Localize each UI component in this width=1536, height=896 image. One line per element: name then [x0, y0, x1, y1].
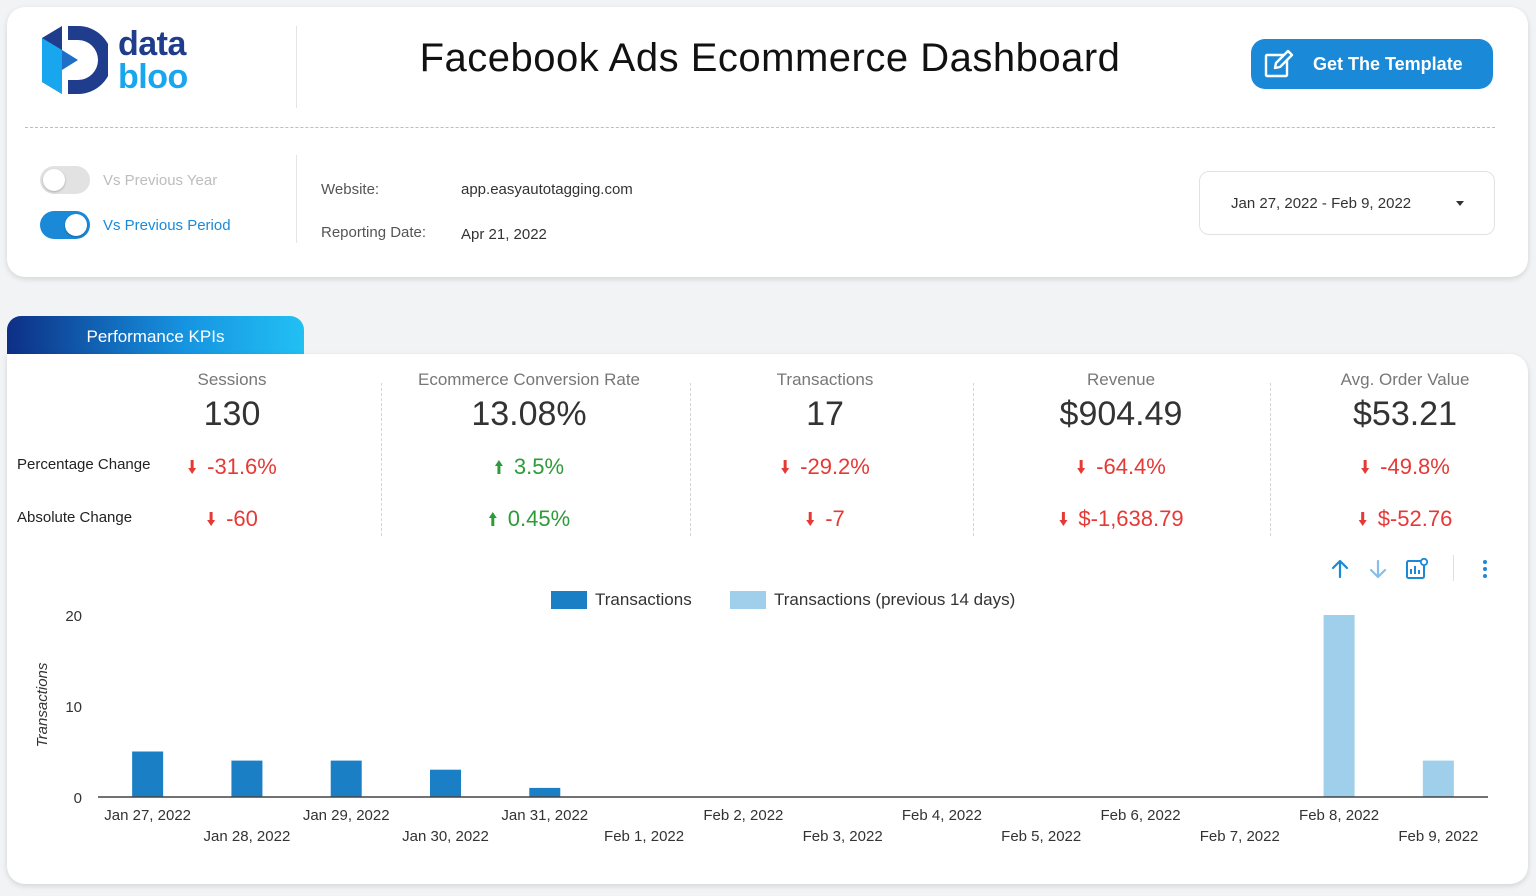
more-vert-icon[interactable]	[1473, 557, 1497, 581]
kpi-title: Avg. Order Value	[1340, 370, 1470, 389]
kpi-change-value: 3.5%	[513, 454, 565, 479]
vs-previous-year-label: Vs Previous Year	[103, 171, 218, 189]
logo-word-data: data	[118, 25, 186, 63]
legend-label: Transactions (previous 14 days)	[774, 590, 1016, 609]
kpi-value: $904.49	[1059, 395, 1183, 433]
legend-item-transactions-previous[interactable]: Transactions (previous 14 days)	[730, 590, 1015, 610]
kpi-change-value: -60	[226, 506, 258, 531]
kpi-percentage-change: -49.8%	[1360, 454, 1450, 480]
kpi-title: Ecommerce Conversion Rate	[417, 370, 641, 389]
kpi-title: Sessions	[197, 370, 267, 389]
website-label: Website:	[321, 181, 380, 198]
arrow-down-icon	[207, 512, 216, 526]
kpi-title: Revenue	[1086, 370, 1156, 389]
date-range-picker[interactable]: Jan 27, 2022 - Feb 9, 2022	[1199, 171, 1495, 235]
arrow-up-icon	[488, 512, 497, 526]
kpi-value: $53.21	[1353, 395, 1457, 433]
arrow-up-icon	[494, 460, 503, 474]
arrow-down-icon	[188, 460, 197, 474]
databloo-logo-icon	[42, 26, 108, 94]
toolbar-divider	[1453, 555, 1454, 581]
kpi-percentage-change: 3.5%	[494, 454, 564, 480]
kpi-absolute-change: 0.45%	[488, 506, 570, 532]
toggle-vs-previous-year[interactable]: Vs Previous Year	[40, 166, 217, 194]
kpi-divider	[1270, 383, 1271, 536]
arrow-down-icon	[1358, 512, 1367, 526]
kpi-value: 13.08%	[471, 395, 587, 433]
reporting-date-label: Reporting Date:	[321, 224, 427, 241]
kpi-change-value: -49.8%	[1380, 454, 1450, 479]
arrow-down-icon	[1077, 460, 1086, 474]
logo-wordmark: data bloo	[118, 25, 188, 96]
kpi-value: 130	[203, 395, 261, 433]
absolute-change-label: Absolute Change	[17, 509, 133, 526]
arrow-down-icon	[806, 512, 815, 526]
website-value: app.easyautotagging.com	[461, 181, 633, 198]
kpi-title: Transactions	[776, 370, 874, 389]
controls-divider	[296, 155, 297, 243]
chart-settings-icon[interactable]	[1405, 557, 1429, 581]
percentage-change-label: Percentage Change	[17, 456, 151, 473]
arrow-up-icon[interactable]	[1328, 557, 1352, 581]
kpi-percentage-change: -31.6%	[187, 454, 277, 480]
kpi-absolute-change: -60	[206, 506, 258, 532]
databloo-logo[interactable]: data bloo	[38, 24, 218, 106]
kpi-absolute-change: $-52.76	[1358, 506, 1453, 532]
kpi-change-value: $-1,638.79	[1078, 506, 1184, 531]
kpi-change-value: -29.2%	[800, 454, 870, 479]
dropdown-caret-icon	[1456, 201, 1464, 206]
kpi-divider	[690, 383, 691, 536]
kpi-change-value: -7	[825, 506, 845, 531]
get-template-button[interactable]: Get The Template	[1251, 39, 1493, 89]
legend-swatch	[551, 591, 587, 609]
header-dotted-divider	[25, 127, 1495, 128]
legend-swatch	[730, 591, 766, 609]
legend-item-transactions[interactable]: Transactions	[551, 590, 692, 610]
arrow-down-icon	[1361, 460, 1370, 474]
header-divider	[296, 26, 297, 108]
get-template-label: Get The Template	[1313, 53, 1463, 74]
kpi-change-value: $-52.76	[1377, 506, 1453, 531]
performance-kpis-tab[interactable]: Performance KPIs	[7, 316, 304, 356]
vs-previous-year-switch[interactable]	[40, 166, 90, 194]
kpi-percentage-change: -64.4%	[1076, 454, 1166, 480]
reporting-date-value: Apr 21, 2022	[461, 226, 547, 243]
arrow-down-icon[interactable]	[1366, 557, 1390, 581]
kpi-divider	[381, 383, 382, 536]
toggle-vs-previous-period[interactable]: Vs Previous Period	[40, 211, 231, 239]
edit-icon	[1264, 49, 1294, 78]
vs-previous-period-switch[interactable]	[40, 211, 90, 239]
kpi-change-value: -31.6%	[207, 454, 277, 479]
vs-previous-period-label: Vs Previous Period	[103, 216, 231, 234]
kpi-value: 17	[806, 395, 844, 433]
legend-label: Transactions	[595, 590, 692, 609]
kpi-change-value: 0.45%	[507, 506, 571, 531]
date-range-value: Jan 27, 2022 - Feb 9, 2022	[1231, 195, 1412, 212]
kpi-change-value: -64.4%	[1096, 454, 1166, 479]
page-title: Facebook Ads Ecommerce Dashboard	[419, 36, 1121, 80]
kpi-absolute-change: $-1,638.79	[1058, 506, 1184, 532]
arrow-down-icon	[1059, 512, 1068, 526]
kpi-percentage-change: -29.2%	[780, 454, 870, 480]
arrow-down-icon	[781, 460, 790, 474]
kpi-divider	[973, 383, 974, 536]
logo-word-bloo: bloo	[118, 58, 188, 96]
kpi-absolute-change: -7	[805, 506, 845, 532]
